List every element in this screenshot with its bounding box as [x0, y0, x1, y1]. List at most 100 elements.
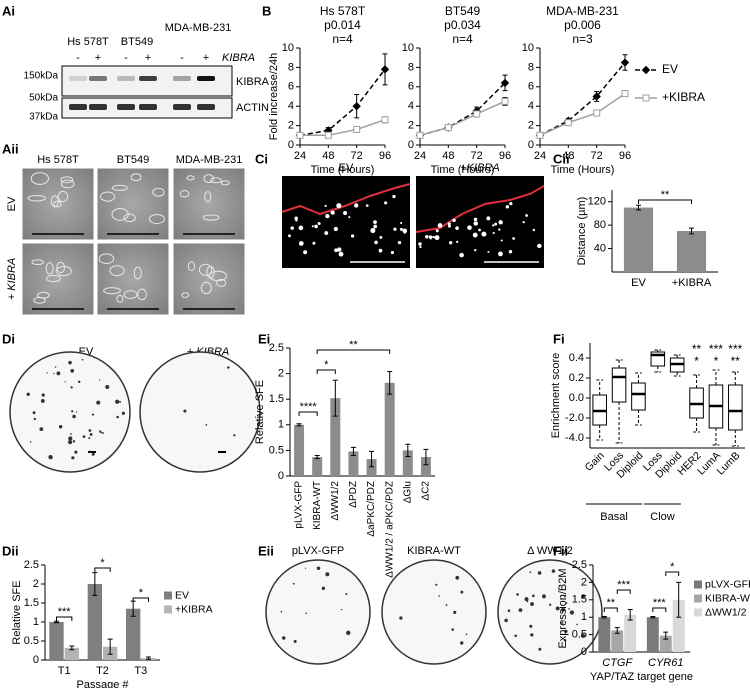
significance-bracket [94, 567, 111, 572]
cell [203, 174, 214, 184]
cell-dot [522, 220, 525, 224]
colony [32, 411, 36, 415]
bar [366, 459, 377, 476]
whisker [596, 379, 604, 395]
marker [621, 90, 629, 98]
panel-label: Ai [2, 3, 15, 18]
whisker [615, 359, 623, 368]
x-tick-label: ΔGlu [402, 481, 413, 503]
cell-line-label: BT549 [121, 36, 153, 48]
x-tick-label: ΔWW1/2 [330, 481, 341, 521]
y-tick-label: 4 [408, 100, 414, 112]
x-tick-label: ΔPDZ [348, 481, 359, 508]
colony [581, 594, 586, 599]
marker [380, 65, 390, 74]
colony [68, 360, 72, 365]
x-tick-label: 24 [534, 150, 546, 162]
micrograph [96, 167, 170, 241]
cell-dot [333, 226, 339, 232]
sample-size: n=3 [572, 32, 593, 46]
cell-dot [474, 249, 477, 252]
cell-dot [378, 248, 383, 253]
band [89, 76, 107, 81]
x-tick-label: 96 [619, 150, 631, 162]
colony [115, 399, 120, 404]
marker [641, 65, 651, 75]
y-tick-label: 0.0 [569, 392, 584, 404]
x-tick-label: ΔWW1/2 / aPKC/PDZ [384, 481, 395, 578]
cell-line-label: Hs 578T [67, 36, 109, 48]
x-tick-label: 48 [322, 150, 334, 162]
colony [99, 430, 102, 433]
cell [130, 173, 142, 182]
colony [81, 358, 84, 361]
plate [9, 351, 131, 473]
cell-dot [400, 221, 403, 225]
significance-label: *** [728, 342, 742, 356]
micrograph [172, 167, 246, 241]
colony [101, 431, 104, 434]
y-tick-label: 0 [288, 139, 294, 151]
band [173, 104, 191, 110]
band [197, 104, 215, 110]
treatment-label: KIBRA [222, 52, 255, 64]
cell-dot [399, 227, 403, 231]
y-tick-label: 8 [288, 61, 294, 73]
colony [82, 435, 86, 438]
band [69, 104, 87, 110]
colony [561, 607, 565, 612]
cell-dot [437, 223, 443, 228]
x-tick-label: 72 [351, 150, 363, 162]
cell-dot [324, 204, 327, 207]
series-line [539, 92, 626, 136]
cell-dot [384, 201, 388, 205]
colony [564, 629, 568, 633]
panel-label: Ci [255, 151, 268, 166]
p-value: p0.034 [444, 18, 481, 32]
colony [541, 594, 546, 599]
whisker [712, 428, 720, 446]
box [728, 384, 743, 431]
panel-label: Aii [2, 141, 19, 156]
y-tick-label: 0.4 [569, 352, 584, 364]
colony [71, 410, 74, 413]
cell-dot [473, 217, 478, 222]
micrographs: Hs 578T BT549 MDA-MB-231 EV + KIBRA [6, 154, 246, 316]
cell-dot [498, 228, 501, 231]
x-axis-label: Time (Hours) [431, 164, 495, 176]
bar [330, 398, 341, 476]
cell-dot [379, 235, 383, 239]
significance-label: * [324, 359, 329, 371]
micrograph [172, 242, 246, 316]
cell-dot [374, 240, 378, 245]
y-tick-label: 2 [288, 120, 294, 132]
cell-dot [429, 237, 432, 240]
bar [624, 614, 637, 652]
plate-label: pLVX-GFP [292, 545, 344, 557]
plate [381, 559, 487, 665]
y-tick-label: 6 [288, 81, 294, 93]
cell-dot [373, 224, 378, 229]
cell-dot [373, 220, 377, 224]
invasion-images: EV +KIBRA [281, 162, 545, 268]
chart-title: BT549 [445, 4, 481, 18]
colony [465, 633, 468, 636]
x-tick-label: ΔC2 [421, 481, 432, 501]
cell [56, 261, 66, 274]
marker [473, 110, 481, 118]
legend-swatch [694, 580, 702, 589]
bar [402, 450, 413, 476]
bar [676, 231, 707, 272]
error-bar [350, 446, 356, 457]
colony [438, 595, 440, 597]
series-line [419, 100, 506, 137]
colony [530, 633, 534, 637]
colony [58, 425, 63, 429]
bar [646, 617, 659, 652]
band [173, 76, 191, 81]
colony [70, 433, 72, 435]
error-bar [69, 645, 75, 651]
cell [57, 190, 69, 203]
cell-dot [448, 241, 453, 245]
whisker [615, 402, 623, 444]
